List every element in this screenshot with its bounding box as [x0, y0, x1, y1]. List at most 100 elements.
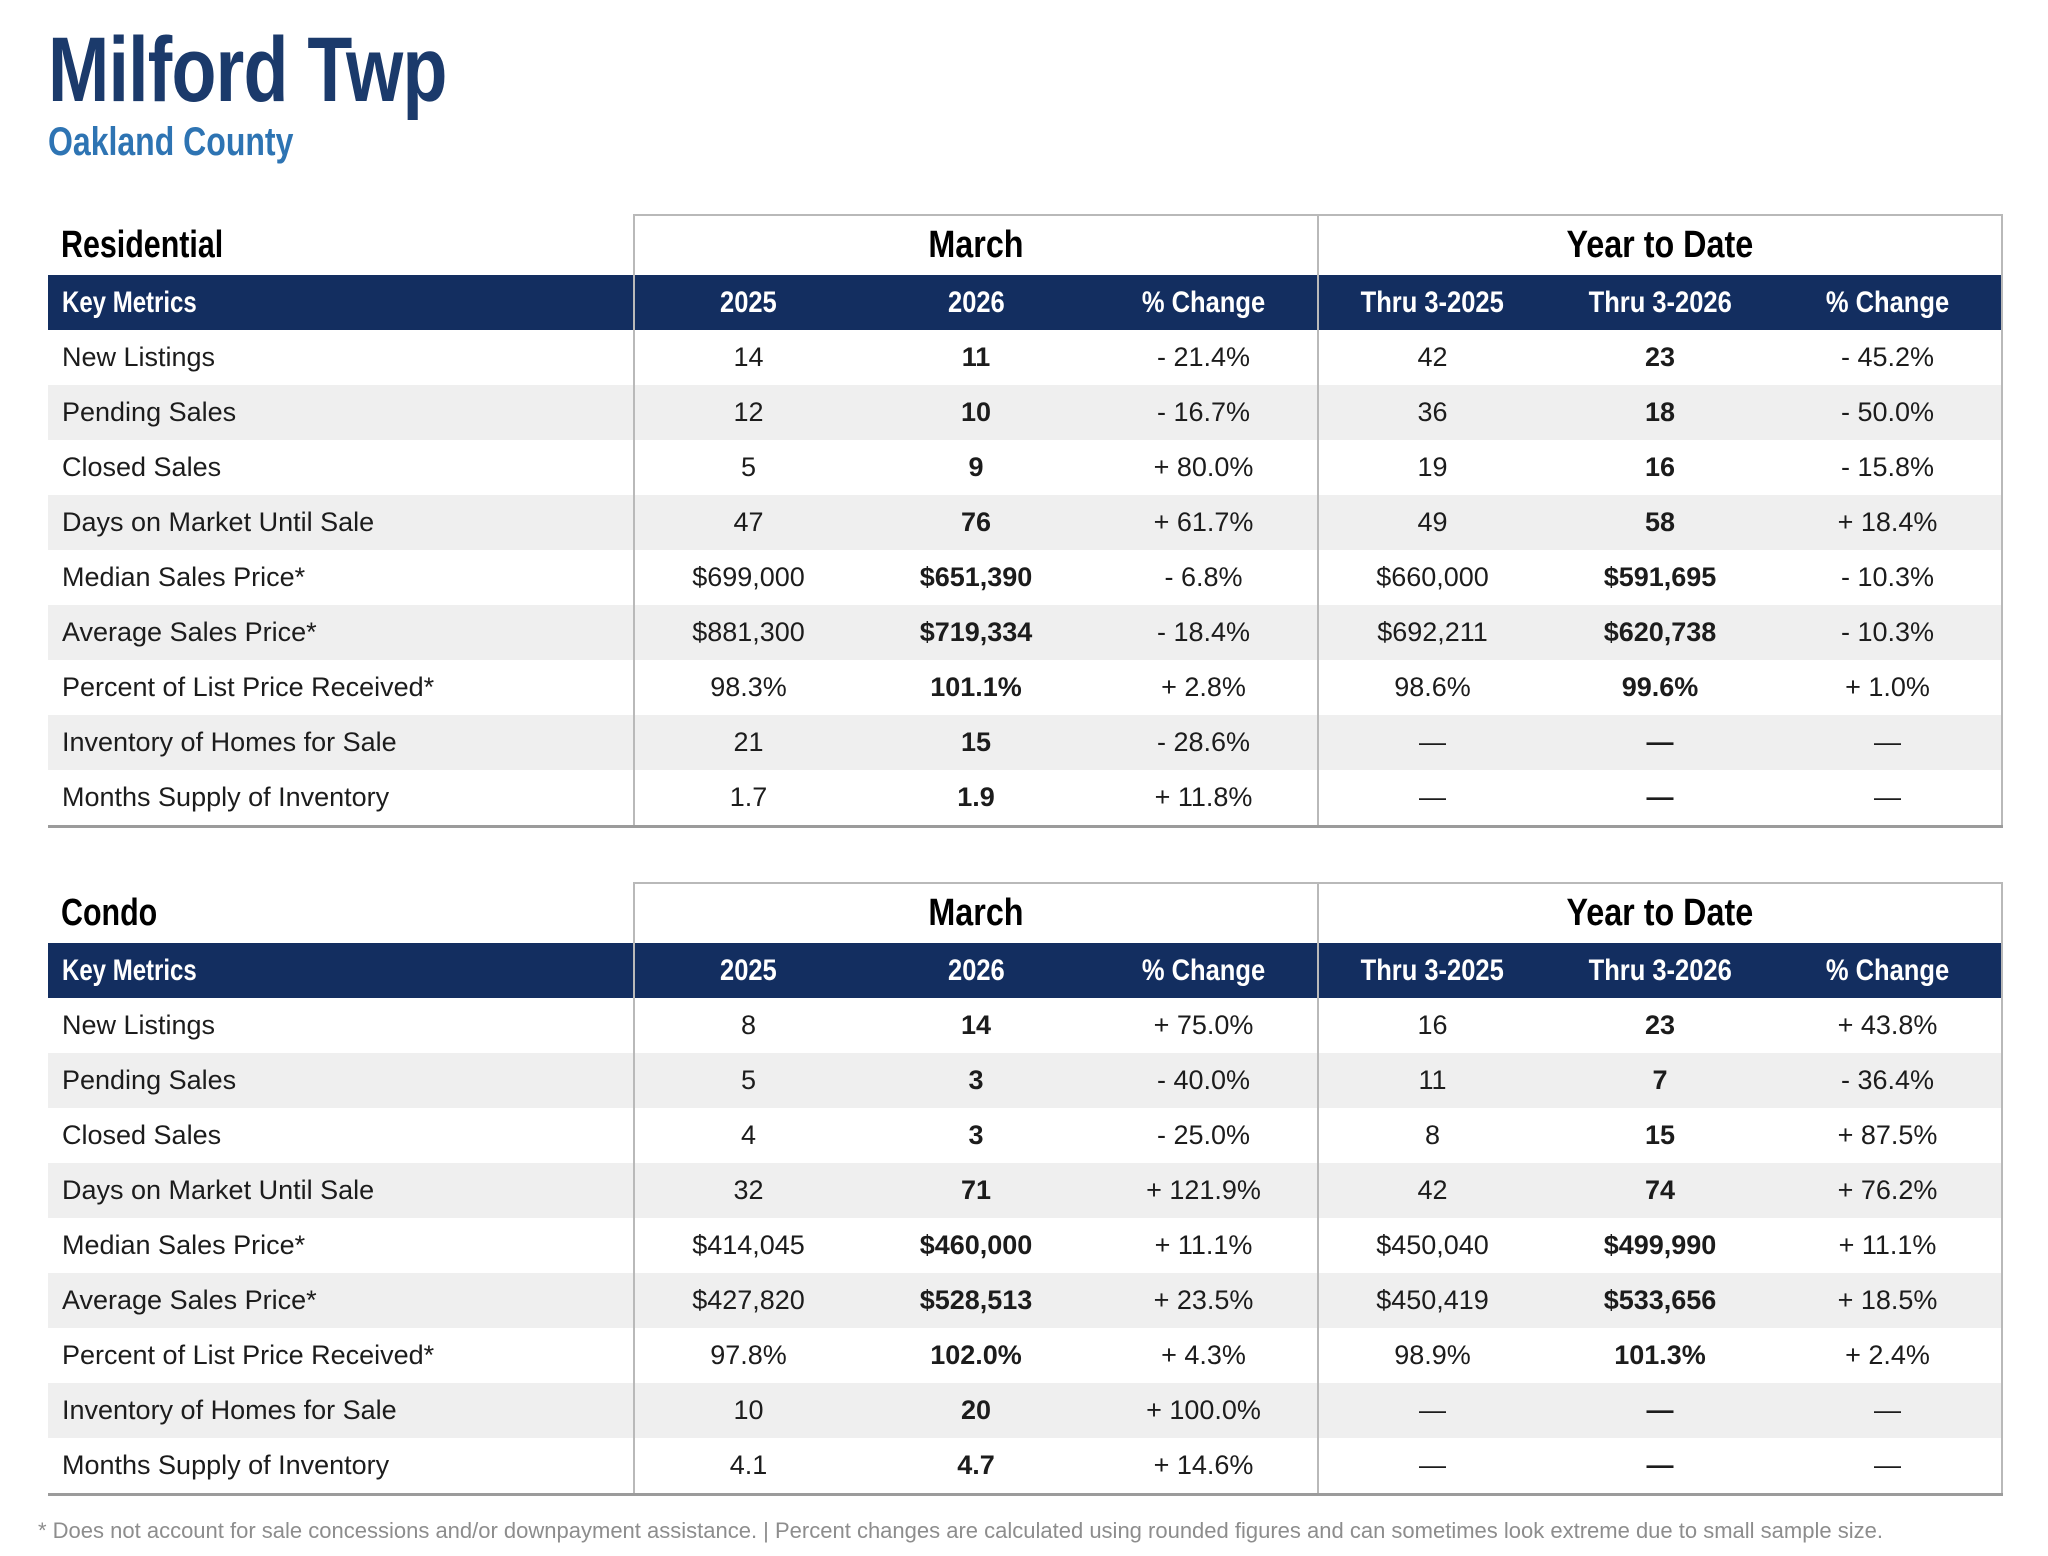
march-change-value: + 23.5% [1153, 1285, 1254, 1315]
column-header-ytd-thru-2025: Thru 3-2025 [1317, 275, 1546, 330]
march-change-value: + 100.0% [1146, 1395, 1261, 1425]
march-2026-value: 14 [960, 1010, 992, 1040]
ytd-change-value: + 87.5% [1774, 1108, 2004, 1163]
ytd-2026-value: $499,990 [1603, 1230, 1717, 1260]
column-header-march-2025: 2025 [633, 943, 862, 998]
march-2026-value: 102.0% [930, 1340, 1022, 1370]
table-row: Closed Sales 4 3 - 25.0% 8 15 + 87.5% [48, 1108, 2004, 1163]
march-2026-value: 101.1% [930, 672, 1022, 702]
ytd-change-value: — [1774, 1383, 2004, 1438]
ytd-change-value: - 10.3% [1774, 605, 2004, 660]
residential-column-header-row: Key Metrics 2025 2026 % Change Thru 3-20… [48, 275, 2004, 330]
residential-table-head: Residential March Year to Date Key Metri… [48, 214, 2004, 330]
table-row: Months Supply of Inventory 1.7 1.9 + 11.… [48, 770, 2004, 828]
column-header-key-metrics: Key Metrics [48, 275, 634, 330]
metric-label: Closed Sales [62, 1120, 222, 1150]
march-2026-value: $651,390 [919, 562, 1033, 592]
march-2025-value: 21 [633, 715, 862, 770]
column-header-ytd-thru-2025: Thru 3-2025 [1317, 943, 1546, 998]
ytd-2026-value: 7 [1652, 1065, 1668, 1095]
march-2026-value: 1.9 [862, 770, 1090, 828]
march-change-value: + 11.1% [1154, 1230, 1253, 1260]
march-2025-value: $699,000 [633, 550, 862, 605]
ytd-2025-value: $450,040 [1317, 1218, 1546, 1273]
march-2025-value: 97.8% [633, 1328, 862, 1383]
footnote: * Does not account for sale concessions … [38, 1518, 1883, 1543]
table-row: Inventory of Homes for Sale 10 20 + 100.… [48, 1383, 2004, 1438]
metric-label: New Listings [62, 342, 216, 372]
ytd-2025-value: 11 [1317, 1053, 1546, 1108]
ytd-2026-value: 15 [1644, 1120, 1676, 1150]
march-change-value: - 18.4% [1156, 617, 1251, 647]
ytd-2026-value: $620,738 [1603, 617, 1717, 647]
ytd-2026-value: $591,695 [1603, 562, 1717, 592]
ytd-change-value: — [1774, 1438, 2004, 1496]
ytd-change-value: + 43.8% [1774, 998, 2004, 1053]
ytd-2025-value: — [1317, 715, 1546, 770]
march-2026-value: 10 [960, 397, 992, 427]
residential-table-body: New Listings 14 11 - 21.4% 42 23 - 45.2%… [48, 330, 2004, 828]
page-subtitle: Oakland County [48, 120, 294, 164]
column-header-march-2026: 2026 [862, 275, 1090, 330]
metric-label: Days on Market Until Sale [62, 1175, 375, 1205]
column-header-ytd-change: % Change [1774, 943, 2004, 998]
ytd-change-value: + 76.2% [1774, 1163, 2004, 1218]
ytd-2026-value: 18 [1644, 397, 1676, 427]
march-2026-value: 9 [968, 452, 984, 482]
ytd-2025-value: 98.9% [1317, 1328, 1546, 1383]
ytd-2025-value: — [1317, 1438, 1546, 1496]
ytd-change-value: + 18.4% [1774, 495, 2004, 550]
march-2026-value: 20 [960, 1395, 992, 1425]
march-2025-value: 98.3% [633, 660, 862, 715]
metric-label: Percent of List Price Received* [62, 672, 435, 702]
ytd-2025-value: 16 [1317, 998, 1546, 1053]
march-change-value: + 75.0% [1153, 1010, 1254, 1040]
ytd-2026-value: — [1646, 1395, 1674, 1425]
column-header-ytd-thru-2026: Thru 3-2026 [1546, 275, 1774, 330]
ytd-2026-value: $533,656 [1603, 1285, 1717, 1315]
condo-table: Condo March Year to Date Key Metrics 202… [48, 882, 2004, 1496]
ytd-2025-value: 8 [1317, 1108, 1546, 1163]
residential-table: Residential March Year to Date Key Metri… [48, 214, 2004, 828]
march-2025-value: 4 [633, 1108, 862, 1163]
march-2025-value: $427,820 [633, 1273, 862, 1328]
metric-label: Average Sales Price* [62, 1285, 317, 1315]
metric-label: Inventory of Homes for Sale [62, 727, 397, 757]
ytd-change-value: — [1774, 715, 2004, 770]
metric-label: Percent of List Price Received* [62, 1340, 435, 1370]
march-change-value: + 121.9% [1146, 1175, 1261, 1205]
ytd-2025-value: 42 [1317, 330, 1546, 385]
ytd-2025-value: $692,211 [1317, 605, 1546, 660]
condo-column-header-row: Key Metrics 2025 2026 % Change Thru 3-20… [48, 943, 2004, 998]
ytd-2025-value: $450,419 [1317, 1273, 1546, 1328]
march-2025-value: $414,045 [633, 1218, 862, 1273]
table-row: Median Sales Price* $414,045 $460,000 + … [48, 1218, 2004, 1273]
ytd-change-value: + 1.0% [1774, 660, 2004, 715]
table-row: Percent of List Price Received* 97.8% 10… [48, 1328, 2004, 1383]
section-label-residential: Residential [48, 215, 634, 275]
march-2025-value: 12 [633, 385, 862, 440]
ytd-2026-value: 23 [1644, 1010, 1676, 1040]
group-header-march: March [633, 882, 1319, 943]
ytd-change-value: — [1774, 770, 2004, 828]
march-2025-value: $881,300 [633, 605, 862, 660]
march-2026-value: $528,513 [919, 1285, 1033, 1315]
march-2026-value: 3 [968, 1065, 984, 1095]
condo-table-body: New Listings 8 14 + 75.0% 16 23 + 43.8% … [48, 998, 2004, 1496]
metric-label: Pending Sales [62, 397, 237, 427]
ytd-change-value: - 45.2% [1774, 330, 2004, 385]
metric-label: Median Sales Price* [62, 1230, 306, 1260]
table-row: New Listings 8 14 + 75.0% 16 23 + 43.8% [48, 998, 2004, 1053]
march-2026-value: 71 [960, 1175, 992, 1205]
march-2025-value: 47 [633, 495, 862, 550]
ytd-change-value: + 18.5% [1774, 1273, 2004, 1328]
march-2025-value: 14 [633, 330, 862, 385]
march-2026-value: 11 [961, 342, 991, 372]
column-header-march-2026: 2026 [862, 943, 1090, 998]
section-label-condo: Condo [48, 883, 634, 943]
column-header-ytd-thru-2026: Thru 3-2026 [1546, 943, 1774, 998]
march-change-value: - 40.0% [1156, 1065, 1251, 1095]
condo-table-head: Condo March Year to Date Key Metrics 202… [48, 882, 2004, 998]
ytd-2026-value: 16 [1644, 452, 1676, 482]
